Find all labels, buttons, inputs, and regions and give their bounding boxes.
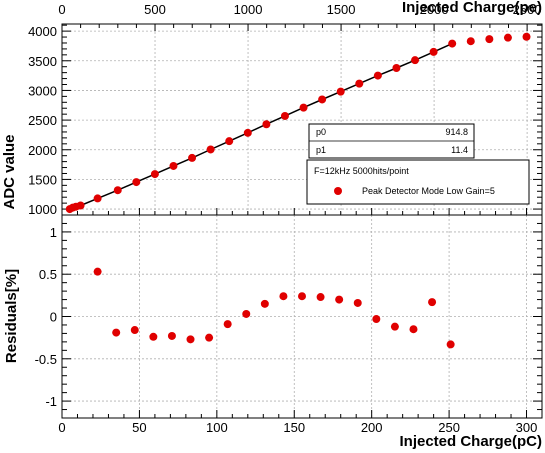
- bottom-panel: 0 50 100 150 200 250 300 1 0.5 0 -0.5 -1 Injected …: [3, 214, 543, 450]
- bottom-x-tick-label: 100: [206, 420, 228, 435]
- legend: F=12kHz 5000hits/point Peak Detector Mod…: [306, 159, 530, 205]
- top-x-tick-label: 2500: [513, 2, 542, 17]
- top-data-point: [243, 128, 252, 137]
- top-data-point: [299, 103, 308, 112]
- bottom-y-axis-label: Residuals[%]: [3, 269, 20, 363]
- bottom-y-tick-label: 0: [50, 310, 57, 325]
- top-data-point: [93, 194, 102, 203]
- bottom-y-tick-label: 0.5: [39, 267, 57, 282]
- residual-point: [205, 333, 214, 342]
- bottom-x-tick-label: 300: [516, 420, 538, 435]
- bottom-x-tick-labels: 0 50 100 150 200 250 300: [58, 420, 537, 435]
- bottom-x-tick-label: 0: [58, 420, 65, 435]
- top-data-point: [318, 95, 327, 104]
- residual-point: [112, 328, 121, 337]
- residual-point: [130, 326, 139, 335]
- bottom-x-tick-label: 50: [132, 420, 146, 435]
- residual-point: [223, 320, 232, 329]
- top-data-point: [448, 39, 457, 48]
- top-data-point: [76, 201, 85, 210]
- top-data-point: [429, 47, 438, 56]
- top-axis-ticks: [61, 24, 543, 215]
- residual-point: [409, 325, 418, 334]
- top-data-point: [150, 170, 159, 179]
- legend-marker: [334, 187, 342, 195]
- residual-point: [335, 295, 344, 304]
- top-data-point: [411, 56, 420, 65]
- top-data-point: [225, 137, 234, 146]
- bottom-y-tick-labels: 1 0.5 0 -0.5 -1: [35, 225, 57, 409]
- top-y-tick-label: 2500: [28, 113, 57, 128]
- residual-point: [428, 298, 437, 307]
- top-data-point: [336, 87, 345, 96]
- top-data-point: [373, 71, 382, 80]
- top-y-tick-label: 4000: [28, 24, 57, 39]
- top-data-point: [466, 37, 475, 46]
- residual-point: [390, 322, 399, 331]
- bottom-x-tick-label: 200: [361, 420, 383, 435]
- residual-point: [149, 332, 158, 341]
- residual-point: [186, 335, 195, 344]
- top-data-point: [503, 33, 512, 42]
- top-x-tick-label: 2000: [420, 2, 449, 17]
- top-data-point: [392, 64, 401, 73]
- stat-p0-label: p0: [316, 127, 326, 137]
- residual-point: [260, 299, 269, 308]
- residual-point: [279, 292, 288, 301]
- residual-point: [316, 293, 325, 302]
- residual-point: [372, 315, 381, 324]
- top-data-point: [169, 161, 178, 170]
- residual-point: [93, 267, 102, 276]
- bottom-x-axis-label: Injected Charge(pC): [399, 433, 542, 450]
- top-data-point: [132, 178, 141, 187]
- residual-point: [242, 309, 251, 318]
- bottom-x-tick-label: 250: [438, 420, 460, 435]
- bottom-y-tick-label: -0.5: [35, 352, 57, 367]
- top-y-tick-label: 1000: [28, 202, 57, 217]
- top-data-point: [188, 153, 197, 162]
- fit-stat-box: p0 914.8 p1 11.4: [308, 123, 475, 159]
- top-y-tick-label: 3500: [28, 54, 57, 69]
- bottom-y-tick-label: 1: [50, 225, 57, 240]
- bottom-y-tick-label: -1: [45, 394, 57, 409]
- top-data-point: [355, 79, 364, 88]
- top-data-point: [206, 145, 215, 154]
- top-panel: 0 500 1000 1500 2000 2500 1000 1500 2000 2500 300…: [1, 0, 543, 217]
- bottom-axis-ticks: [61, 214, 543, 419]
- legend-entry: Peak Detector Mode Low Gain=5: [362, 186, 495, 196]
- top-data-point: [485, 35, 494, 44]
- stat-p0-value: 914.8: [445, 127, 468, 137]
- top-data-point: [522, 32, 531, 41]
- top-x-tick-label: 1500: [327, 2, 356, 17]
- top-x-tick-label: 1000: [234, 2, 263, 17]
- residual-point: [298, 292, 306, 301]
- bottom-data-points: [93, 267, 455, 349]
- top-y-tick-label: 3000: [28, 83, 57, 98]
- residual-point: [167, 331, 176, 340]
- top-x-tick-label: 500: [144, 2, 166, 17]
- top-y-tick-labels: 1000 1500 2000 2500 3000 3500 4000: [28, 24, 57, 217]
- top-y-tick-label: 2000: [28, 143, 57, 158]
- top-y-tick-label: 1500: [28, 172, 57, 187]
- top-x-tick-label: 0: [58, 2, 65, 17]
- top-y-axis-label: ADC value: [1, 134, 18, 209]
- top-data-point: [262, 120, 271, 129]
- top-data-point: [280, 111, 289, 120]
- stat-p1-label: p1: [316, 145, 326, 155]
- top-data-point: [113, 186, 122, 195]
- top-x-axis-label: Injected Charge(pe): [402, 0, 542, 16]
- top-data-points: [65, 32, 531, 214]
- residual-point: [353, 298, 362, 307]
- top-x-tick-labels: 0 500 1000 1500 2000 2500: [58, 2, 541, 17]
- legend-header: F=12kHz 5000hits/point: [314, 166, 409, 176]
- bottom-x-tick-label: 150: [283, 420, 305, 435]
- residual-point: [446, 340, 455, 349]
- stat-p1-value: 11.4: [451, 145, 468, 155]
